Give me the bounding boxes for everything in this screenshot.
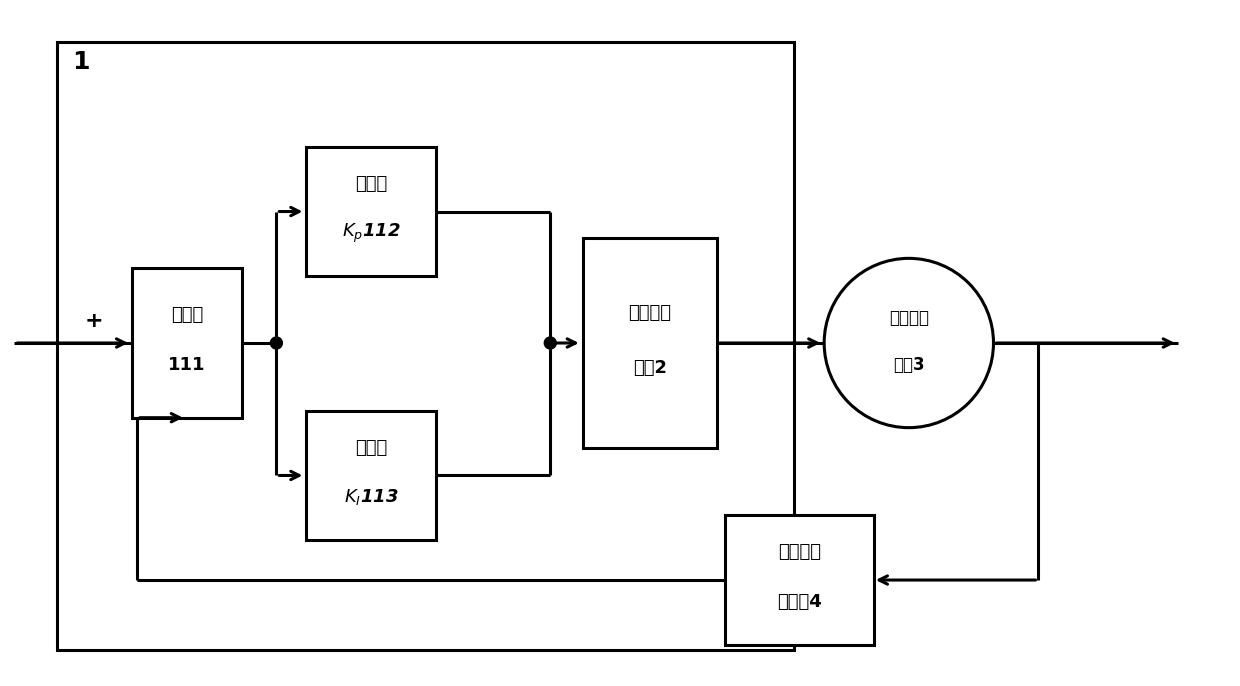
Text: 功率驱动: 功率驱动 <box>629 304 671 322</box>
Circle shape <box>825 259 993 427</box>
Bar <box>306 411 435 540</box>
Bar <box>724 515 874 645</box>
Text: 单元2: 单元2 <box>632 359 667 377</box>
Bar <box>306 147 435 276</box>
Circle shape <box>270 337 283 349</box>
Text: 传感器4: 传感器4 <box>777 593 822 611</box>
Text: 111: 111 <box>167 356 206 374</box>
Text: 电机3: 电机3 <box>893 356 925 374</box>
Text: 永磁同步: 永磁同步 <box>889 309 929 327</box>
Circle shape <box>544 337 557 349</box>
Text: 1: 1 <box>72 50 89 74</box>
Text: 比例器: 比例器 <box>355 175 387 193</box>
Bar <box>583 239 717 447</box>
Text: +: + <box>84 311 103 331</box>
Text: $K_I$113: $K_I$113 <box>343 487 398 508</box>
Bar <box>57 43 795 650</box>
Text: $K_p$112: $K_p$112 <box>341 222 401 245</box>
Text: 比较器: 比较器 <box>171 306 203 324</box>
Text: 转子位置: 转子位置 <box>777 543 821 561</box>
Bar <box>131 268 242 418</box>
Text: 积分器: 积分器 <box>355 438 387 457</box>
